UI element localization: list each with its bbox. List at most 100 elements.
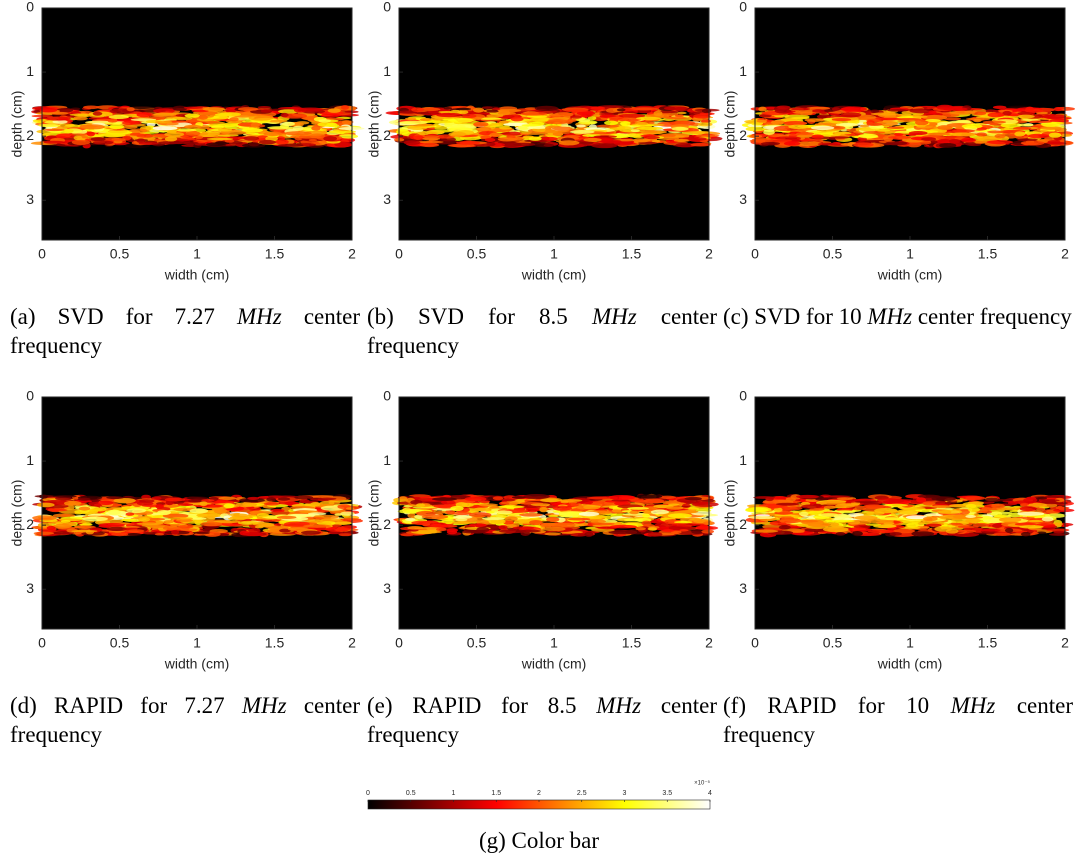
speckle	[396, 129, 409, 134]
x-tick-label: 1.5	[265, 635, 285, 651]
speckle	[679, 529, 688, 531]
speckle	[693, 114, 710, 118]
speckle	[317, 122, 335, 127]
speckle	[155, 121, 172, 124]
speckle	[482, 106, 493, 109]
speckle	[796, 495, 819, 499]
speckle	[863, 504, 885, 508]
speckle	[443, 107, 452, 110]
speckle	[450, 506, 463, 511]
colorbar-tick-label: 4	[708, 790, 712, 797]
speckle	[511, 117, 524, 122]
speckle	[877, 498, 905, 503]
speckle	[608, 531, 635, 535]
speckle	[340, 518, 361, 521]
y-tick-label: 0	[739, 388, 747, 404]
speckle	[801, 505, 818, 509]
speckle	[277, 516, 297, 519]
speckle	[218, 128, 232, 132]
x-tick-label: 0.5	[823, 246, 843, 262]
speckle	[988, 113, 1005, 118]
speckle	[677, 510, 699, 513]
speckle	[702, 109, 712, 113]
speckle	[642, 514, 650, 518]
speckle	[165, 498, 185, 502]
speckle	[888, 136, 911, 139]
speckle	[447, 528, 458, 532]
speckle	[248, 528, 260, 533]
speckle	[153, 126, 178, 130]
speckle	[801, 132, 809, 135]
speckle	[303, 524, 331, 527]
speckle	[841, 112, 862, 117]
speckle	[98, 501, 114, 505]
speckle	[590, 106, 605, 109]
speckle	[930, 505, 954, 508]
speckle	[264, 502, 279, 506]
speckle	[544, 130, 558, 133]
speckle	[567, 518, 590, 521]
speckle	[531, 503, 551, 506]
speckle-texture	[392, 494, 719, 537]
speckle	[909, 131, 928, 135]
speckle	[178, 503, 194, 506]
caption-prefix: (c) SVD for 10	[723, 304, 862, 329]
speckle	[682, 504, 691, 508]
speckle	[986, 109, 997, 112]
speckle	[965, 518, 981, 523]
speckle	[921, 137, 936, 141]
y-tick-label: 2	[739, 516, 747, 532]
speckle	[886, 504, 908, 507]
y-tick-label: 3	[739, 191, 747, 207]
speckle	[871, 113, 899, 116]
speckle	[328, 108, 341, 113]
speckle	[961, 138, 976, 143]
speckle	[499, 525, 508, 529]
speckle	[855, 501, 879, 504]
speckle	[128, 529, 145, 533]
speckle	[338, 533, 352, 536]
speckle	[411, 107, 424, 112]
speckle-texture	[31, 105, 365, 148]
colorbar-scale: ×10⁻⁵	[694, 780, 710, 787]
speckle	[784, 506, 802, 510]
speckle	[604, 121, 618, 126]
speckle	[196, 532, 210, 535]
speckle	[71, 530, 97, 532]
speckle	[911, 531, 934, 536]
speckle	[165, 136, 177, 141]
speckle	[462, 114, 477, 118]
speckle	[416, 511, 436, 516]
x-tick-label: 1.5	[978, 635, 998, 651]
speckle	[155, 504, 163, 509]
speckle	[44, 129, 65, 131]
speckle	[427, 524, 450, 527]
speckle	[521, 124, 540, 127]
speckle	[529, 520, 543, 525]
speckle	[54, 524, 72, 529]
speckle	[82, 523, 92, 526]
speckle	[952, 129, 975, 132]
speckle	[255, 526, 264, 529]
caption-prefix: (e) RAPID for 8.5	[367, 693, 577, 718]
speckle	[570, 116, 582, 119]
speckle	[244, 136, 260, 141]
speckle	[691, 529, 702, 534]
x-tick-label: 1.5	[978, 246, 998, 262]
speckle	[668, 504, 680, 506]
speckle	[980, 529, 1001, 532]
x-tick-label: 1	[550, 635, 558, 651]
speckle	[630, 107, 658, 110]
speckle	[72, 140, 91, 145]
speckle	[701, 530, 714, 534]
speckle	[91, 137, 106, 141]
speckle	[648, 532, 663, 537]
speckle	[241, 128, 263, 132]
speckle	[489, 133, 502, 137]
speckle	[163, 526, 178, 530]
speckle	[436, 113, 462, 117]
speckle	[1017, 115, 1035, 119]
speckle	[818, 143, 839, 146]
speckle	[542, 137, 558, 141]
y-tick-label: 3	[383, 580, 391, 596]
